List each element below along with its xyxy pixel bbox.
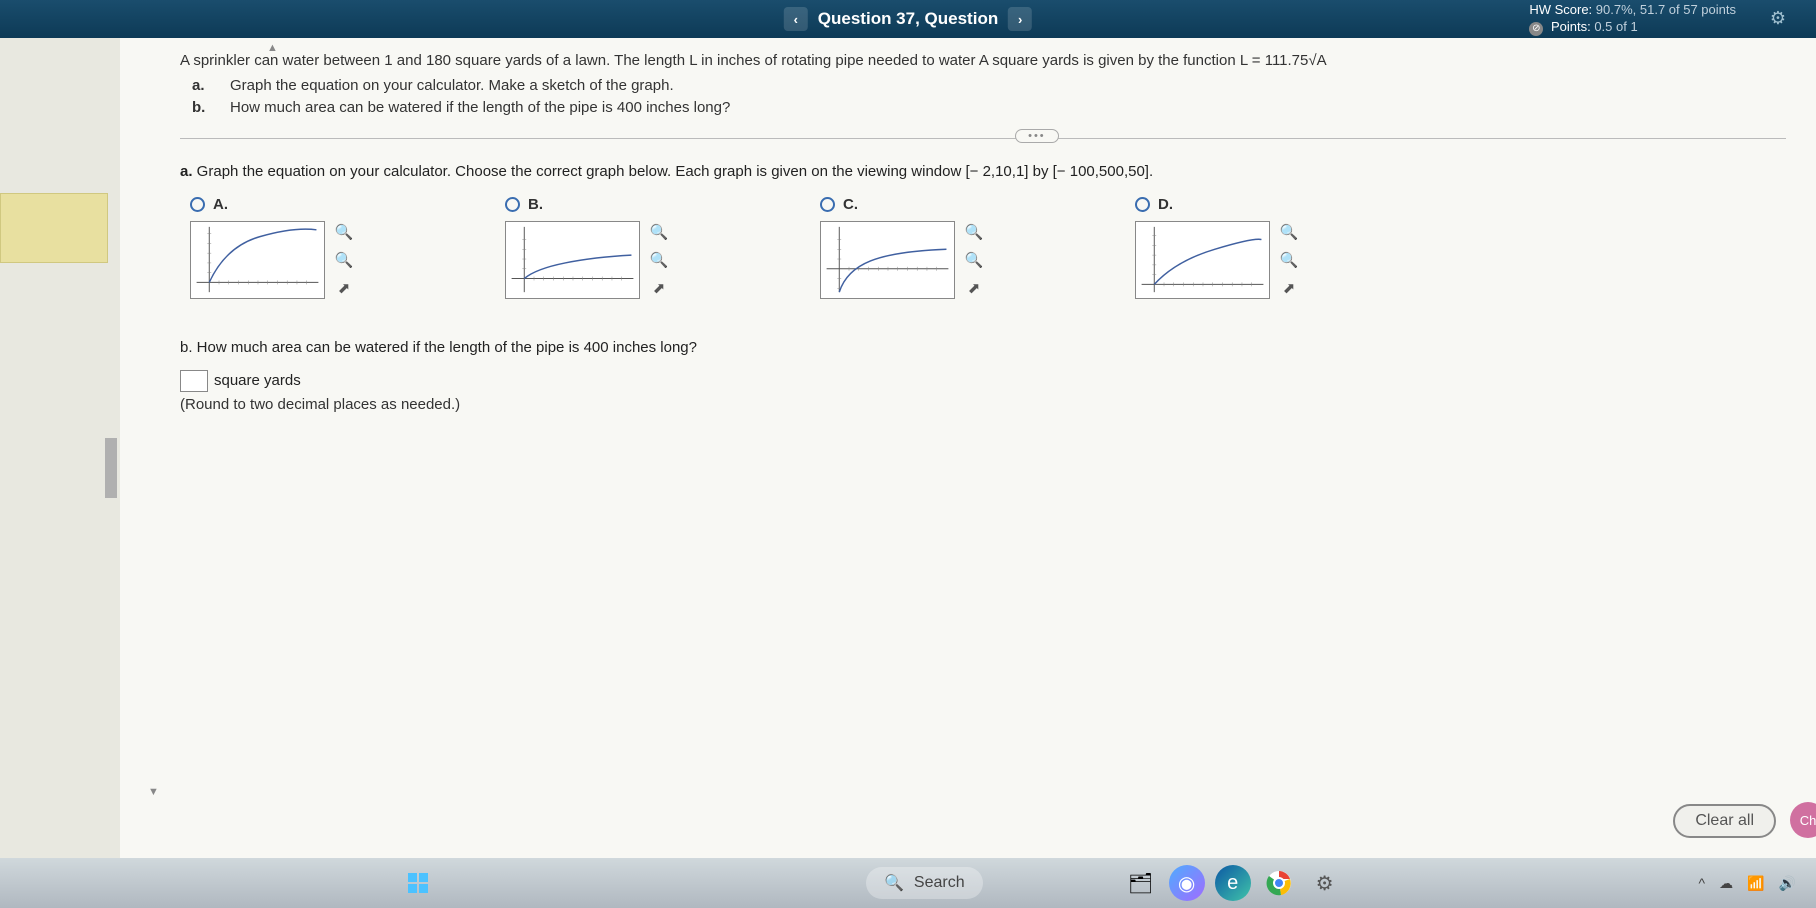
round-note: (Round to two decimal places as needed.) [180, 396, 1786, 413]
problem-part-b: b. How much area can be watered if the l… [192, 97, 1786, 120]
popout-icon[interactable]: ⬈ [648, 277, 670, 299]
prev-question-button[interactable]: ‹ [784, 7, 808, 31]
problem-part-a: a. Graph the equation on your calculator… [192, 75, 1786, 98]
settings-taskbar-icon[interactable]: ⚙ [1307, 865, 1343, 901]
taskbar-app-1[interactable]: 🗂 [1123, 865, 1159, 901]
points-icon: ⊘ [1529, 22, 1543, 36]
content-area: ▲ A sprinkler can water between 1 and 18… [120, 38, 1816, 858]
clear-all-button[interactable]: Clear all [1673, 804, 1776, 838]
points-value: 0.5 of 1 [1594, 19, 1637, 34]
hw-score-value: 90.7%, 51.7 of 57 points [1596, 2, 1736, 17]
radio-b[interactable] [505, 197, 520, 212]
part-text: Graph the equation on your calculator. M… [230, 75, 674, 98]
zoom-out-icon[interactable]: 🔍 [963, 249, 985, 271]
chrome-icon[interactable] [1261, 865, 1297, 901]
part-text: How much area can be watered if the leng… [230, 97, 730, 120]
choices-row: A. [190, 196, 1786, 299]
onedrive-icon[interactable]: ☁ [1719, 875, 1733, 892]
part-label: b. [192, 97, 210, 120]
next-question-button[interactable]: › [1008, 7, 1032, 31]
question-label: Question 37, Question [818, 9, 998, 29]
choice-d: D. [1135, 196, 1300, 299]
tray-chevron-icon[interactable]: ^ [1699, 875, 1706, 891]
zoom-out-icon[interactable]: 🔍 [1278, 249, 1300, 271]
search-placeholder: Search [914, 874, 965, 892]
answer-row: square yards [180, 370, 1786, 392]
system-tray: ^ ☁ 📶 🔊 [1699, 875, 1796, 892]
part-label: a. [192, 75, 210, 98]
zoom-in-icon[interactable]: 🔍 [1278, 221, 1300, 243]
wifi-icon[interactable]: 📶 [1747, 875, 1764, 892]
scroll-down-icon[interactable]: ▼ [148, 786, 159, 798]
zoom-out-icon[interactable]: 🔍 [333, 249, 355, 271]
scroll-handle[interactable] [105, 438, 117, 498]
choice-a: A. [190, 196, 355, 299]
choice-d-label[interactable]: D. [1135, 196, 1300, 213]
problem-intro: A sprinkler can water between 1 and 180 … [180, 52, 1327, 69]
score-area: HW Score: 90.7%, 51.7 of 57 points ⊘ Poi… [1529, 2, 1736, 36]
points-label: Points: [1551, 19, 1591, 34]
graph-a [190, 221, 325, 299]
check-badge[interactable]: Ch [1790, 802, 1816, 838]
part-b-prompt: b. How much area can be watered if the l… [180, 339, 1786, 356]
main-area: ⇤ ▲ A sprinkler can water between 1 and … [0, 38, 1816, 858]
header-bar: ‹ Question 37, Question › HW Score: 90.7… [0, 0, 1816, 38]
choice-b-label[interactable]: B. [505, 196, 670, 213]
choice-c: C. [820, 196, 985, 299]
popout-icon[interactable]: ⬈ [963, 277, 985, 299]
edge-icon[interactable]: e [1215, 865, 1251, 901]
answer-unit: square yards [214, 372, 301, 389]
answer-input[interactable] [180, 370, 208, 392]
zoom-in-icon[interactable]: 🔍 [648, 221, 670, 243]
zoom-in-icon[interactable]: 🔍 [963, 221, 985, 243]
taskbar: 🔍 Search 🗂 ◉ e ⚙ ^ ☁ 📶 🔊 [0, 858, 1816, 908]
radio-d[interactable] [1135, 197, 1150, 212]
copilot-icon[interactable]: ◉ [1169, 865, 1205, 901]
part-a-prompt: a. Graph the equation on your calculator… [180, 163, 1786, 180]
graph-c [820, 221, 955, 299]
choice-c-label[interactable]: C. [820, 196, 985, 213]
question-nav: ‹ Question 37, Question › [784, 7, 1032, 31]
popout-icon[interactable]: ⬈ [1278, 277, 1300, 299]
left-gutter: ⇤ [0, 38, 120, 858]
divider: ••• [180, 138, 1786, 139]
volume-icon[interactable]: 🔊 [1779, 875, 1796, 892]
problem-parts-list: a. Graph the equation on your calculator… [192, 75, 1786, 120]
scroll-up-icon[interactable]: ▲ [267, 42, 278, 54]
graph-b [505, 221, 640, 299]
taskbar-search[interactable]: 🔍 Search [866, 867, 983, 899]
part-a-section: a. Graph the equation on your calculator… [180, 163, 1786, 299]
problem-statement: A sprinkler can water between 1 and 180 … [180, 50, 1786, 120]
choice-a-label[interactable]: A. [190, 196, 355, 213]
radio-c[interactable] [820, 197, 835, 212]
hw-score-label: HW Score: [1529, 2, 1592, 17]
zoom-in-icon[interactable]: 🔍 [333, 221, 355, 243]
choice-b: B. [505, 196, 670, 299]
graph-d [1135, 221, 1270, 299]
zoom-out-icon[interactable]: 🔍 [648, 249, 670, 271]
highlight-tab[interactable] [0, 193, 108, 263]
part-b-section: b. How much area can be watered if the l… [180, 339, 1786, 413]
divider-handle[interactable]: ••• [1015, 129, 1059, 143]
gear-icon[interactable]: ⚙ [1770, 8, 1786, 29]
search-icon: 🔍 [884, 873, 904, 893]
radio-a[interactable] [190, 197, 205, 212]
popout-icon[interactable]: ⬈ [333, 277, 355, 299]
windows-start-icon[interactable] [400, 865, 436, 901]
